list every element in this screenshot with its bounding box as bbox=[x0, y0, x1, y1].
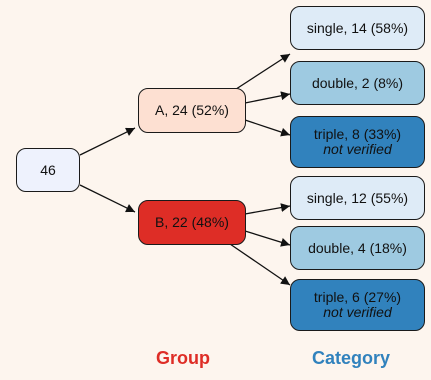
group-node-a: A, 24 (52%) bbox=[138, 88, 246, 133]
edge-root-b bbox=[79, 184, 136, 213]
edge-b-triple bbox=[229, 243, 291, 286]
category-label: single, 14 (58%) bbox=[306, 19, 409, 36]
legend-category: Category bbox=[312, 348, 391, 368]
group-label-a: A, 24 (52%) bbox=[155, 102, 229, 118]
category-node-b-single: single, 12 (55%) bbox=[290, 176, 425, 220]
group-label-b: B, 22 (48%) bbox=[155, 214, 229, 230]
edge-a-triple bbox=[244, 119, 291, 137]
edge-b-double bbox=[244, 230, 291, 247]
legend-group: Group bbox=[156, 348, 210, 368]
category-node-a-triple: triple, 8 (33%) not verified bbox=[290, 116, 425, 168]
category-label: triple, 6 (27%) bbox=[313, 289, 402, 305]
category-note: not verified bbox=[323, 141, 392, 157]
root-node: 46 bbox=[16, 148, 80, 192]
edge-a-single bbox=[229, 53, 291, 94]
edge-root-a bbox=[79, 127, 136, 156]
category-label: double, 4 (18%) bbox=[308, 239, 407, 256]
category-node-b-double: double, 4 (18%) bbox=[290, 226, 425, 270]
category-node-b-triple: triple, 6 (27%) not verified bbox=[290, 279, 425, 331]
group-node-b: B, 22 (48%) bbox=[138, 200, 246, 245]
edge-b-single bbox=[244, 203, 291, 215]
category-node-a-single: single, 14 (58%) bbox=[290, 6, 425, 50]
category-label: single, 12 (55%) bbox=[306, 189, 409, 206]
category-node-a-double: double, 2 (8%) bbox=[290, 61, 425, 105]
category-label: triple, 8 (33%) bbox=[313, 126, 402, 142]
category-label: double, 2 (8%) bbox=[311, 74, 404, 91]
root-label: 46 bbox=[40, 161, 56, 178]
edge-a-double bbox=[244, 91, 291, 104]
category-note: not verified bbox=[323, 304, 392, 320]
